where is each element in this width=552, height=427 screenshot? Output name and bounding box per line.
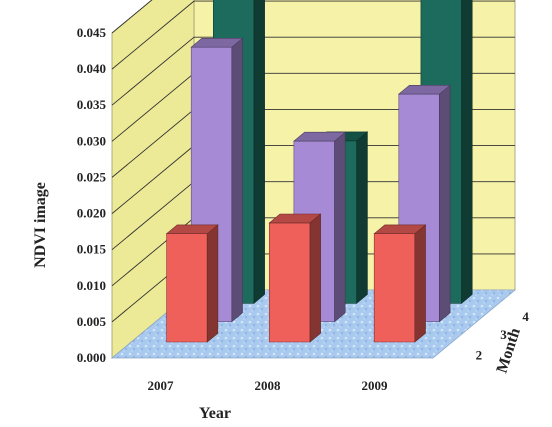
- x-tick-label: 2008: [255, 378, 282, 393]
- gridline: [111, 0, 515, 70]
- bar-top-face: [268, 213, 322, 224]
- gridline: [111, 0, 153, 34]
- bar-top-face: [190, 37, 244, 48]
- bar-front-face: [268, 222, 311, 343]
- y-tick-label: 0.025: [77, 169, 107, 184]
- bar-2007-month-2: [165, 224, 219, 343]
- y-tick-label: 0.015: [77, 242, 107, 257]
- bar-front-face: [166, 233, 208, 343]
- z-tick-label: 4: [522, 309, 529, 324]
- y-tick-label: 0.010: [77, 278, 106, 293]
- bar-top-face: [165, 224, 219, 234]
- bar-side-face: [206, 224, 219, 343]
- y-tick-label: 0.005: [77, 314, 107, 329]
- x-tick-label: 2007: [148, 378, 175, 393]
- bar-side-face: [414, 224, 426, 343]
- bar-side-face: [334, 131, 346, 323]
- y-tick-label: 0.000: [77, 350, 106, 365]
- bar-top-face: [397, 85, 451, 95]
- axis-labels: NDVI image Year Month 0.000 0.005 0.010 0.0…: [32, 25, 529, 422]
- gridline: [111, 36, 515, 106]
- bar-side-face: [253, 0, 265, 304]
- bar-top-face: [373, 224, 427, 234]
- bar-front-face: [373, 233, 416, 343]
- x-axis-title: Year: [199, 405, 231, 422]
- y-tick-label: 0.040: [77, 61, 106, 76]
- y-tick-label: 0.020: [77, 206, 106, 221]
- y-tick-label: 0.045: [77, 25, 107, 40]
- bar-top-face: [293, 131, 347, 142]
- z-tick-label: 2: [476, 348, 483, 363]
- bar-2009-month-2: [373, 224, 427, 343]
- bar-side-face: [231, 37, 243, 323]
- bar-side-face: [356, 131, 368, 304]
- bar-side-face: [461, 0, 473, 304]
- y-tick-label: 0.030: [77, 133, 106, 148]
- z-axis-title: Month: [493, 326, 523, 375]
- z-tick-label: 3: [500, 327, 507, 342]
- y-axis-title: NDVI image: [32, 182, 49, 268]
- bar-2008-month-2: [268, 213, 322, 343]
- y-tick-label: 0.035: [77, 97, 107, 112]
- bar-2007-month-3: [190, 37, 244, 323]
- bars: [165, 0, 473, 343]
- bar-side-face: [439, 84, 451, 323]
- bar-side-face: [309, 213, 321, 343]
- x-tick-label: 2009: [362, 378, 389, 393]
